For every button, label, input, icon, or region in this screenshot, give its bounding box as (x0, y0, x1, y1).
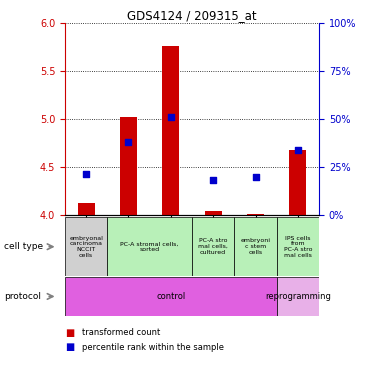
Text: protocol: protocol (4, 292, 41, 301)
Point (295, 147, 301, 153)
Point (83, 171, 89, 177)
Bar (289, 150, 306, 215)
Text: percentile rank within the sample: percentile rank within the sample (82, 343, 224, 352)
Text: ■: ■ (65, 328, 74, 338)
Bar (120, 117, 137, 215)
Text: PC-A stromal cells,
sorted: PC-A stromal cells, sorted (121, 241, 179, 252)
Bar (65, 277, 277, 316)
Bar (277, 277, 319, 316)
Bar (192, 217, 234, 276)
Text: PC-A stro
mal cells,
cultured: PC-A stro mal cells, cultured (198, 238, 228, 255)
Bar (107, 217, 192, 276)
Point (125, 139, 131, 145)
Bar (205, 211, 221, 215)
Bar (78, 203, 95, 215)
Text: IPS cells
from
PC-A stro
mal cells: IPS cells from PC-A stro mal cells (284, 235, 312, 258)
Text: transformed count: transformed count (82, 328, 160, 338)
Text: reprogramming: reprogramming (265, 292, 331, 301)
Bar (247, 214, 264, 215)
Bar (162, 46, 179, 215)
Text: ■: ■ (65, 342, 74, 352)
Point (253, 174, 259, 180)
Bar (65, 217, 107, 276)
Bar (277, 217, 319, 276)
Point (168, 114, 174, 120)
Text: embryoni
c stem
cells: embryoni c stem cells (240, 238, 270, 255)
Point (210, 177, 216, 184)
Text: embryonal
carcinoma
NCCIT
cells: embryonal carcinoma NCCIT cells (69, 235, 103, 258)
Text: cell type: cell type (4, 242, 43, 251)
Bar (234, 217, 277, 276)
Title: GDS4124 / 209315_at: GDS4124 / 209315_at (127, 9, 257, 22)
Text: control: control (156, 292, 186, 301)
